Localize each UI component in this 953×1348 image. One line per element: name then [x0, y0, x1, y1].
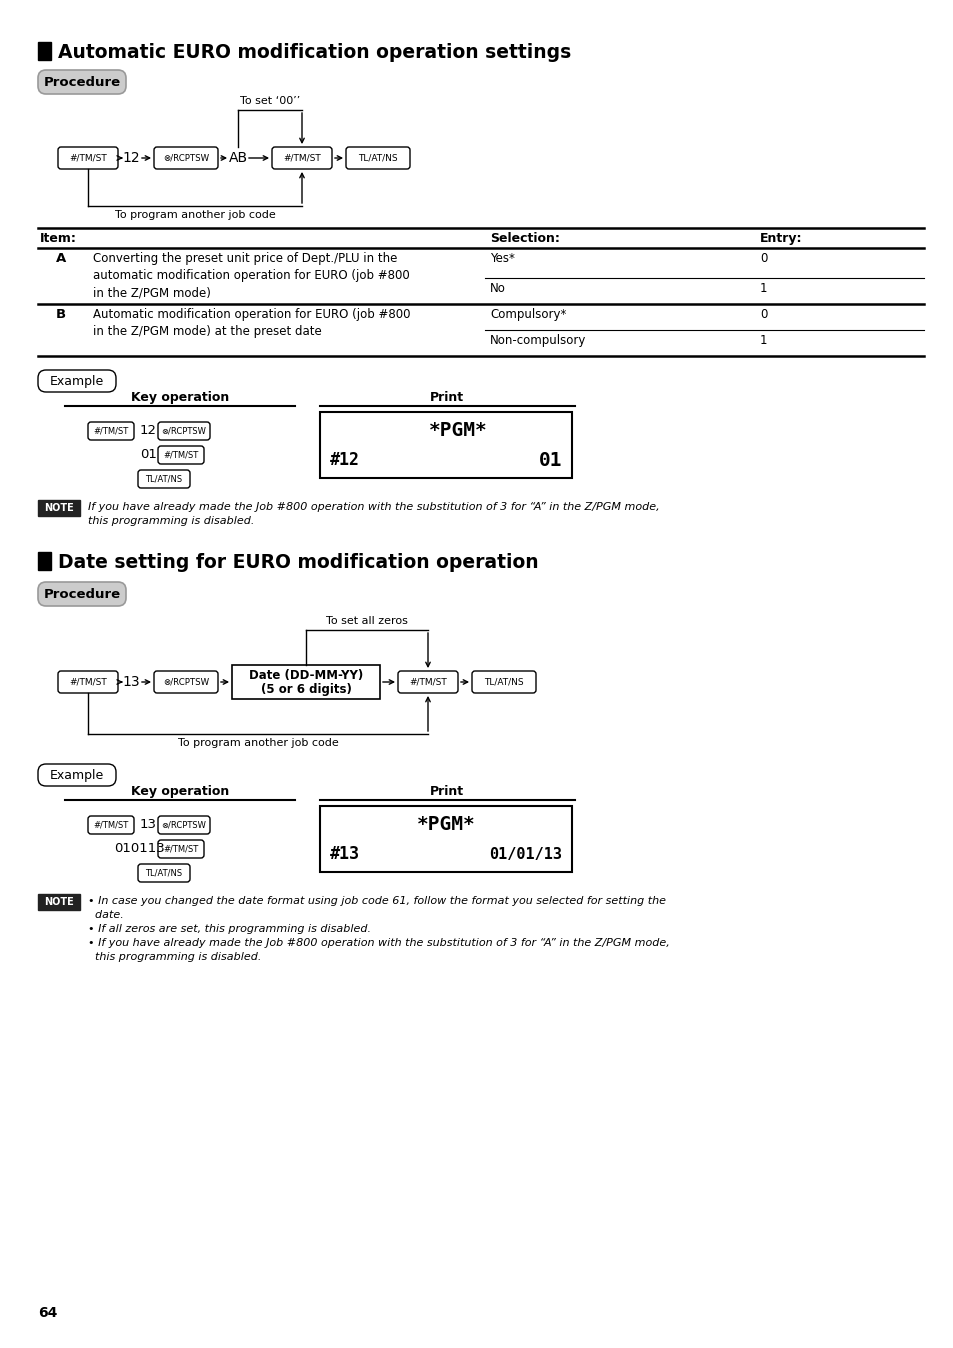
Text: date.: date.	[88, 910, 124, 919]
FancyBboxPatch shape	[38, 369, 116, 392]
FancyBboxPatch shape	[346, 147, 410, 168]
Text: #/TM/ST: #/TM/ST	[93, 426, 129, 435]
Text: 12: 12	[140, 425, 157, 438]
FancyBboxPatch shape	[88, 422, 133, 439]
Text: 64: 64	[38, 1306, 57, 1320]
Text: NOTE: NOTE	[44, 503, 73, 514]
Text: Date setting for EURO modification operation: Date setting for EURO modification opera…	[58, 553, 538, 572]
Text: Item:: Item:	[40, 232, 77, 245]
Text: TL/AT/NS: TL/AT/NS	[145, 474, 182, 484]
FancyBboxPatch shape	[158, 422, 210, 439]
Text: #/TM/ST: #/TM/ST	[283, 154, 320, 163]
Text: #/TM/ST: #/TM/ST	[163, 450, 198, 460]
Bar	[38, 500, 80, 516]
Text: Converting the preset unit price of Dept./PLU in the
automatic modification oper: Converting the preset unit price of Dept…	[92, 252, 410, 299]
Text: (5 or 6 digits): (5 or 6 digits)	[260, 682, 351, 696]
Text: *PGM*: *PGM*	[429, 421, 488, 439]
Text: this programming is disabled.: this programming is disabled.	[88, 952, 261, 962]
Bar	[38, 894, 80, 910]
Text: Non-compulsory: Non-compulsory	[490, 334, 586, 346]
Text: To set ‘00’’: To set ‘00’’	[239, 96, 300, 106]
Text: Procedure: Procedure	[44, 588, 120, 600]
Text: To program another job code: To program another job code	[114, 210, 275, 220]
Text: To program another job code: To program another job code	[177, 737, 338, 748]
FancyBboxPatch shape	[153, 147, 218, 168]
FancyBboxPatch shape	[138, 864, 190, 882]
FancyBboxPatch shape	[158, 816, 210, 834]
Text: ⊗/RCPTSW: ⊗/RCPTSW	[161, 426, 206, 435]
Text: TL/AT/NS: TL/AT/NS	[484, 678, 523, 686]
Text: Example: Example	[50, 375, 104, 387]
Text: #/TM/ST: #/TM/ST	[69, 154, 107, 163]
FancyBboxPatch shape	[272, 147, 332, 168]
FancyBboxPatch shape	[138, 470, 190, 488]
FancyBboxPatch shape	[88, 816, 133, 834]
Bar	[38, 42, 51, 61]
Text: AB: AB	[228, 151, 247, 164]
Text: 1: 1	[760, 334, 767, 346]
Text: 01/01/13: 01/01/13	[489, 847, 561, 861]
Text: To set all zeros: To set all zeros	[326, 616, 408, 625]
Text: 13: 13	[122, 675, 140, 689]
FancyBboxPatch shape	[158, 840, 204, 857]
Text: A: A	[56, 252, 66, 266]
Text: ⊗/RCPTSW: ⊗/RCPTSW	[163, 678, 209, 686]
Text: #/TM/ST: #/TM/ST	[93, 821, 129, 829]
Text: TL/AT/NS: TL/AT/NS	[357, 154, 397, 163]
Text: Example: Example	[50, 768, 104, 782]
Bar	[232, 665, 379, 700]
Bar	[319, 806, 572, 872]
Text: ⊗/RCPTSW: ⊗/RCPTSW	[161, 821, 206, 829]
Text: *PGM*: *PGM*	[416, 814, 475, 833]
Text: No: No	[490, 282, 505, 295]
FancyBboxPatch shape	[38, 70, 126, 94]
Text: Compulsory*: Compulsory*	[490, 307, 566, 321]
Text: • If all zeros are set, this programming is disabled.: • If all zeros are set, this programming…	[88, 923, 371, 934]
Text: • If you have already made the Job #800 operation with the substitution of 3 for: • If you have already made the Job #800 …	[88, 938, 669, 948]
Text: 01: 01	[140, 449, 156, 461]
Text: TL/AT/NS: TL/AT/NS	[145, 868, 182, 878]
Text: 0: 0	[760, 307, 766, 321]
FancyBboxPatch shape	[158, 446, 204, 464]
Text: #/TM/ST: #/TM/ST	[409, 678, 446, 686]
FancyBboxPatch shape	[58, 671, 118, 693]
Bar	[319, 412, 572, 479]
Text: Print: Print	[430, 785, 463, 798]
Text: 0: 0	[760, 252, 766, 266]
Text: Entry:: Entry:	[760, 232, 801, 245]
Text: ⊗/RCPTSW: ⊗/RCPTSW	[163, 154, 209, 163]
FancyBboxPatch shape	[58, 147, 118, 168]
Text: Procedure: Procedure	[44, 75, 120, 89]
Text: Date (DD-MM-YY): Date (DD-MM-YY)	[249, 669, 363, 682]
Text: B: B	[56, 307, 66, 321]
Text: Automatic modification operation for EURO (job #800
in the Z/PGM mode) at the pr: Automatic modification operation for EUR…	[92, 307, 410, 338]
Text: Key operation: Key operation	[131, 785, 229, 798]
FancyBboxPatch shape	[38, 582, 126, 607]
Text: 01: 01	[537, 450, 561, 469]
Text: NOTE: NOTE	[44, 896, 73, 907]
FancyBboxPatch shape	[38, 764, 116, 786]
Text: #/TM/ST: #/TM/ST	[69, 678, 107, 686]
Text: #/TM/ST: #/TM/ST	[163, 844, 198, 853]
Text: #12: #12	[330, 452, 359, 469]
Text: Automatic EURO modification operation settings: Automatic EURO modification operation se…	[58, 43, 571, 62]
Text: #13: #13	[330, 845, 359, 863]
Text: 010113: 010113	[113, 842, 165, 856]
Text: Selection:: Selection:	[490, 232, 559, 245]
FancyBboxPatch shape	[397, 671, 457, 693]
Text: 13: 13	[140, 818, 157, 832]
Text: this programming is disabled.: this programming is disabled.	[88, 516, 254, 526]
Text: Key operation: Key operation	[131, 391, 229, 404]
FancyBboxPatch shape	[153, 671, 218, 693]
Text: Yes*: Yes*	[490, 252, 515, 266]
Text: If you have already made the Job #800 operation with the substitution of 3 for “: If you have already made the Job #800 op…	[88, 501, 659, 512]
Text: • In case you changed the date format using job code 61, follow the format you s: • In case you changed the date format us…	[88, 896, 665, 906]
FancyBboxPatch shape	[472, 671, 536, 693]
Bar	[38, 551, 51, 570]
Text: Print: Print	[430, 391, 463, 404]
Text: 1: 1	[760, 282, 767, 295]
Text: 12: 12	[122, 151, 140, 164]
